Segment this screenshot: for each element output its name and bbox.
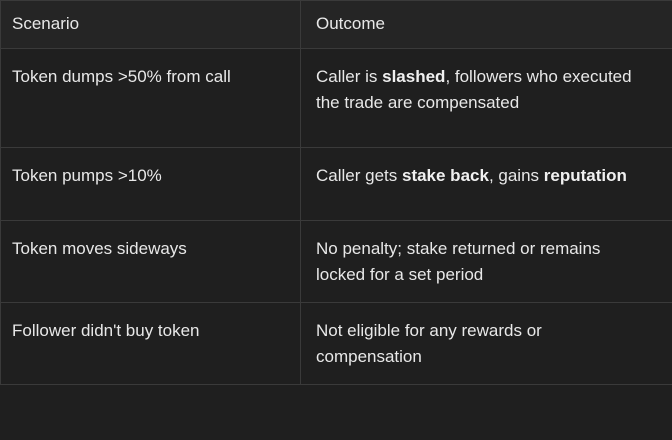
outcome-text: , followers who executed the trade are c… bbox=[316, 67, 632, 112]
table-row: Token pumps >10% Caller gets stake back,… bbox=[0, 147, 672, 221]
outcome-bold-text: slashed bbox=[382, 67, 446, 86]
table-row: Follower didn't buy token Not eligible f… bbox=[0, 302, 672, 385]
scenario-cell: Token moves sideways bbox=[0, 220, 301, 303]
outcome-text: Caller is bbox=[316, 67, 383, 86]
outcomes-table: Scenario Outcome Token dumps >50% from c… bbox=[0, 0, 672, 385]
outcome-cell: Caller is slashed, followers who execute… bbox=[300, 48, 672, 148]
outcome-bold-text: stake back bbox=[401, 166, 489, 185]
scenario-cell: Token dumps >50% from call bbox=[0, 48, 301, 148]
scenario-cell: Follower didn't buy token bbox=[0, 302, 301, 385]
outcome-text: Not eligible for any rewards or compensa… bbox=[316, 321, 542, 366]
outcome-bold-text: reputation bbox=[543, 166, 627, 185]
outcome-cell: Not eligible for any rewards or compensa… bbox=[300, 302, 672, 385]
table-row: Token dumps >50% from call Caller is sla… bbox=[0, 48, 672, 148]
outcome-text: Caller gets bbox=[316, 166, 402, 185]
table-header-row: Scenario Outcome bbox=[0, 0, 672, 49]
outcome-cell: No penalty; stake returned or remains lo… bbox=[300, 220, 672, 303]
outcome-text: No penalty; stake returned or remains lo… bbox=[316, 239, 601, 284]
outcome-text: , gains bbox=[488, 166, 544, 185]
header-outcome: Outcome bbox=[300, 0, 672, 49]
scenario-cell: Token pumps >10% bbox=[0, 147, 301, 221]
header-scenario: Scenario bbox=[0, 0, 301, 49]
outcome-cell: Caller gets stake back, gains reputation bbox=[300, 147, 672, 221]
table-row: Token moves sideways No penalty; stake r… bbox=[0, 220, 672, 303]
